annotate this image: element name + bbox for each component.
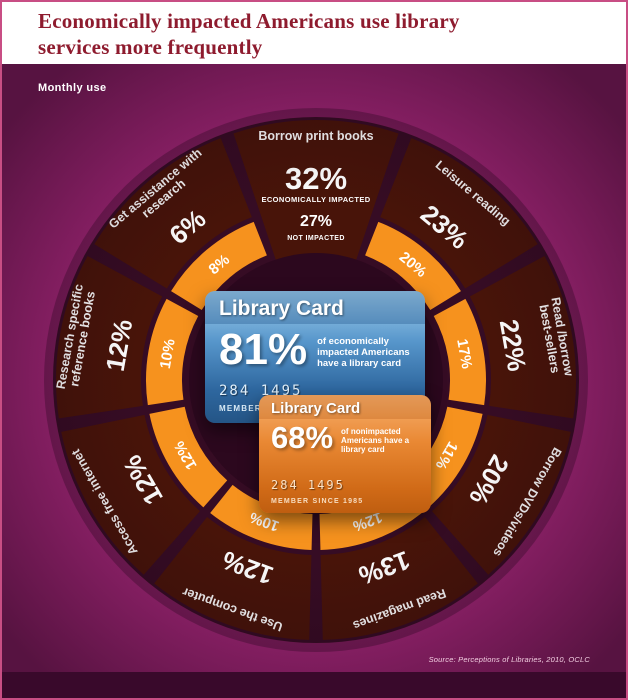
- card-not-impacted-percentage: 68%: [271, 420, 334, 455]
- page-title-line2: services more frequently: [38, 34, 263, 59]
- page-title: Economically impacted Americans use libr…: [38, 9, 626, 60]
- not-impacted-caption: NOT IMPACTED: [287, 235, 345, 242]
- impacted-value-borrow-print-books: 32%: [285, 161, 347, 196]
- card-not-impacted-title: Library Card: [259, 395, 431, 419]
- card-impacted-body: 81% of economically impacted Americans h…: [205, 324, 425, 372]
- segment-label-borrow-print-books: Borrow print books: [258, 129, 373, 143]
- header: Economically impacted Americans use libr…: [2, 2, 626, 64]
- card-not-impacted-number: 284 1495: [271, 478, 345, 492]
- library-card-not-impacted: Library Card 68% of nonimpacted American…: [259, 395, 431, 513]
- bottom-band: [2, 672, 626, 698]
- card-impacted-description: of economically impacted Americans have …: [317, 336, 410, 369]
- card-not-impacted-member-since: MEMBER SINCE 1985: [271, 498, 364, 505]
- source-note: Source: Perceptions of Libraries, 2010, …: [428, 655, 590, 664]
- not-impacted-value-borrow-print-books: 27%: [300, 213, 332, 230]
- subtitle: Monthly use: [38, 82, 107, 94]
- card-not-impacted-body: 68% of nonimpacted Americans have a libr…: [259, 419, 431, 455]
- card-not-impacted-description: of nonimpacted Americans have a library …: [341, 427, 410, 455]
- impacted-caption: ECONOMICALLY IMPACTED: [261, 195, 370, 204]
- card-impacted-title: Library Card: [205, 291, 425, 324]
- card-impacted-percentage: 81%: [219, 325, 308, 374]
- page-title-line1: Economically impacted Americans use libr…: [38, 9, 460, 33]
